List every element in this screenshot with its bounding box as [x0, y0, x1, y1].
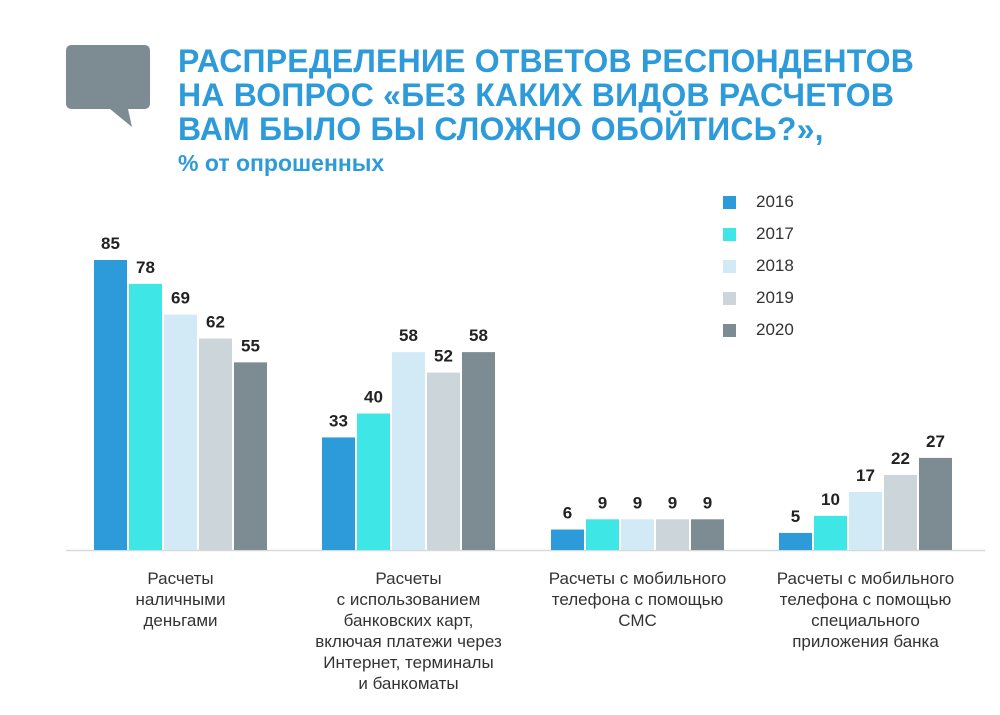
data-label-2016-cat2: 33: [329, 411, 348, 430]
data-label-2017-cat1: 78: [136, 258, 155, 277]
category-label-line: Расчеты: [147, 569, 214, 588]
category-label-4: Расчеты с мобильного телефона с помощью сп…: [746, 568, 986, 652]
category-label-line: Расчеты с мобильного: [776, 569, 955, 588]
legend-item-2020: 2020: [723, 314, 794, 346]
legend-swatch: [723, 195, 736, 209]
data-label-2018-cat1: 69: [171, 289, 190, 308]
title-line-3: ВАМ БЫЛО БЫ СЛОЖНО ОБОЙТИСЬ?»,: [178, 111, 824, 147]
data-label-2020-cat2: 58: [469, 326, 488, 345]
legend-swatch: [723, 323, 736, 337]
bar-2020-cat2: [462, 352, 495, 550]
data-label-2016-cat1: 85: [101, 234, 120, 253]
title-line-2: НА ВОПРОС «БЕЗ КАКИХ ВИДОВ РАСЧЕТОВ: [178, 77, 895, 113]
bar-2017-cat3: [586, 519, 619, 550]
category-label-line: наличными: [135, 590, 226, 609]
legend-item-2018: 2018: [723, 250, 794, 282]
legend-label: 2016: [756, 192, 794, 211]
bar-2017-cat4: [814, 515, 847, 550]
category-label-line: включая платежи через: [315, 632, 502, 651]
category-label-line: телефона с помощью: [551, 590, 724, 609]
speech-bubble-icon: [66, 45, 150, 127]
data-label-2017-cat4: 10: [821, 490, 840, 509]
bar-2019-cat2: [427, 372, 460, 550]
legend-item-2017: 2017: [723, 218, 794, 250]
data-label-2016-cat4: 5: [791, 507, 800, 526]
data-label-2019-cat3: 9: [668, 493, 677, 512]
category-label-line: Интернет, терминалы: [323, 653, 494, 672]
data-label-2020-cat4: 27: [926, 432, 945, 451]
legend-swatch: [723, 291, 736, 305]
category-label-line: Расчеты: [375, 569, 442, 588]
bar-2018-cat2: [392, 352, 425, 550]
bar-2018-cat4: [849, 492, 882, 550]
bar-2018-cat1: [164, 314, 197, 550]
legend-item-2019: 2019: [723, 282, 794, 314]
chart-title: РАСПРЕДЕЛЕНИЕ ОТВЕТОВ РЕСПОНДЕНТОВ НА ВО…: [178, 44, 978, 178]
data-label-2020-cat1: 55: [241, 336, 260, 355]
data-label-2018-cat2: 58: [399, 326, 418, 345]
bar-2018-cat3: [621, 519, 654, 550]
data-label-2018-cat4: 17: [856, 466, 875, 485]
data-label-2016-cat3: 6: [563, 504, 572, 523]
legend-swatch: [723, 259, 736, 273]
category-label-line: и банкоматы: [358, 674, 459, 693]
category-label-1: Расчеты наличными деньгами: [61, 568, 301, 631]
data-label-2019-cat1: 62: [206, 312, 225, 331]
bar-2016-cat4: [779, 532, 812, 550]
legend-label: 2019: [756, 288, 794, 307]
category-label-3: Расчеты с мобильного телефона с помощью СМ…: [518, 568, 758, 631]
bar-2016-cat3: [551, 529, 584, 550]
category-label-line: банковских карт,: [343, 611, 474, 630]
bar-2017-cat1: [129, 283, 162, 550]
bar-2017-cat2: [357, 413, 390, 550]
legend-label: 2018: [756, 256, 794, 275]
category-label-line: с использованием: [336, 590, 481, 609]
bar-2019-cat1: [199, 338, 232, 550]
legend-swatch: [723, 227, 736, 241]
legend: 2016 2017 2018 2019 2020: [723, 186, 794, 346]
legend-item-2016: 2016: [723, 186, 794, 218]
bar-2019-cat3: [656, 519, 689, 550]
bar-2016-cat2: [322, 437, 355, 550]
category-label-line: Расчеты с мобильного: [548, 569, 727, 588]
bar-2020-cat3: [691, 519, 724, 550]
data-label-2020-cat3: 9: [703, 493, 712, 512]
legend-label: 2020: [756, 320, 794, 339]
category-label-line: специального: [811, 611, 920, 630]
category-label-line: деньгами: [143, 611, 218, 630]
category-label-2: Расчеты с использованием банковских карт, в…: [289, 568, 529, 694]
data-label-2019-cat2: 52: [434, 347, 453, 366]
category-label-line: телефона с помощью: [779, 590, 952, 609]
category-label-line: приложения банка: [792, 632, 939, 651]
data-label-2018-cat3: 9: [633, 493, 642, 512]
bar-2020-cat4: [919, 457, 952, 550]
data-label-2017-cat2: 40: [364, 388, 383, 407]
data-label-2017-cat3: 9: [598, 493, 607, 512]
bar-2016-cat1: [94, 260, 127, 550]
chart-subtitle: % от опрошенных: [178, 150, 385, 176]
bar-2019-cat4: [884, 474, 917, 550]
category-label-line: СМС: [618, 611, 657, 630]
bar-2020-cat1: [234, 362, 267, 550]
legend-label: 2017: [756, 224, 794, 243]
title-line-1: РАСПРЕДЕЛЕНИЕ ОТВЕТОВ РЕСПОНДЕНТОВ: [178, 43, 915, 79]
data-label-2019-cat4: 22: [891, 449, 910, 468]
